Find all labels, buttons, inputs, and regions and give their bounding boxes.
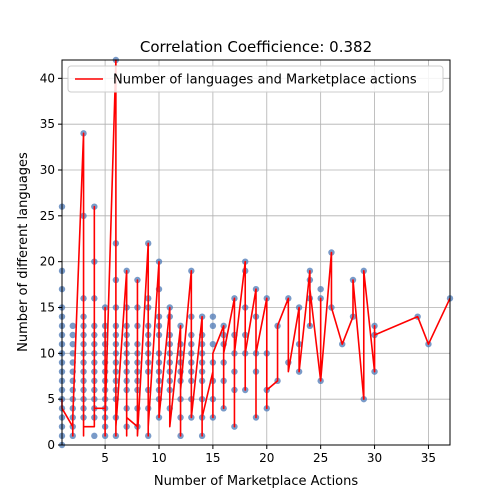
y-tick-label: 0 [47,438,55,452]
y-tick-label: 25 [40,209,55,223]
scatter-point [91,432,98,440]
line-series [61,59,451,437]
y-axis-label: Number of different languages [16,152,31,352]
scatter-point [69,386,76,394]
legend-box [67,65,444,93]
x-axis-label: Number of Marketplace Actions [154,474,359,489]
y-tick-label: 5 [47,392,55,406]
y-tick-label: 10 [40,346,55,360]
y-tick-label: 35 [40,117,55,131]
chart-title: Correlation Coefficience: 0.382 [140,38,372,56]
scatter-point [209,313,217,320]
x-tick-label: 20 [259,451,274,465]
y-tick-label: 20 [40,255,55,269]
y-tick-label: 40 [40,71,55,85]
plot-frame [61,59,451,446]
y-tick-label: 30 [40,163,55,177]
x-tick-label: 15 [205,451,220,465]
x-tick-label: 10 [151,451,166,465]
series-line [61,59,451,437]
legend-label: Number of languages and Marketplace acti… [113,73,417,88]
scatter-point [69,331,76,339]
scatter-point [317,285,324,293]
x-tick-label: 5 [101,451,109,465]
scatter-point [209,340,217,348]
x-tick-label: 25 [313,451,328,465]
x-axis-ticks: 5 10 15 20 25 30 35 [101,445,436,465]
scatter-point [209,322,217,330]
y-tick-label: 15 [40,301,55,315]
legend: Number of languages and Marketplace acti… [67,65,444,93]
scatter-point [69,340,76,348]
scatter-point [69,322,76,330]
y-axis-ticks: 0 5 10 15 20 25 30 35 40 [40,71,62,452]
x-tick-label: 30 [367,451,382,465]
x-tick-label: 35 [421,451,436,465]
